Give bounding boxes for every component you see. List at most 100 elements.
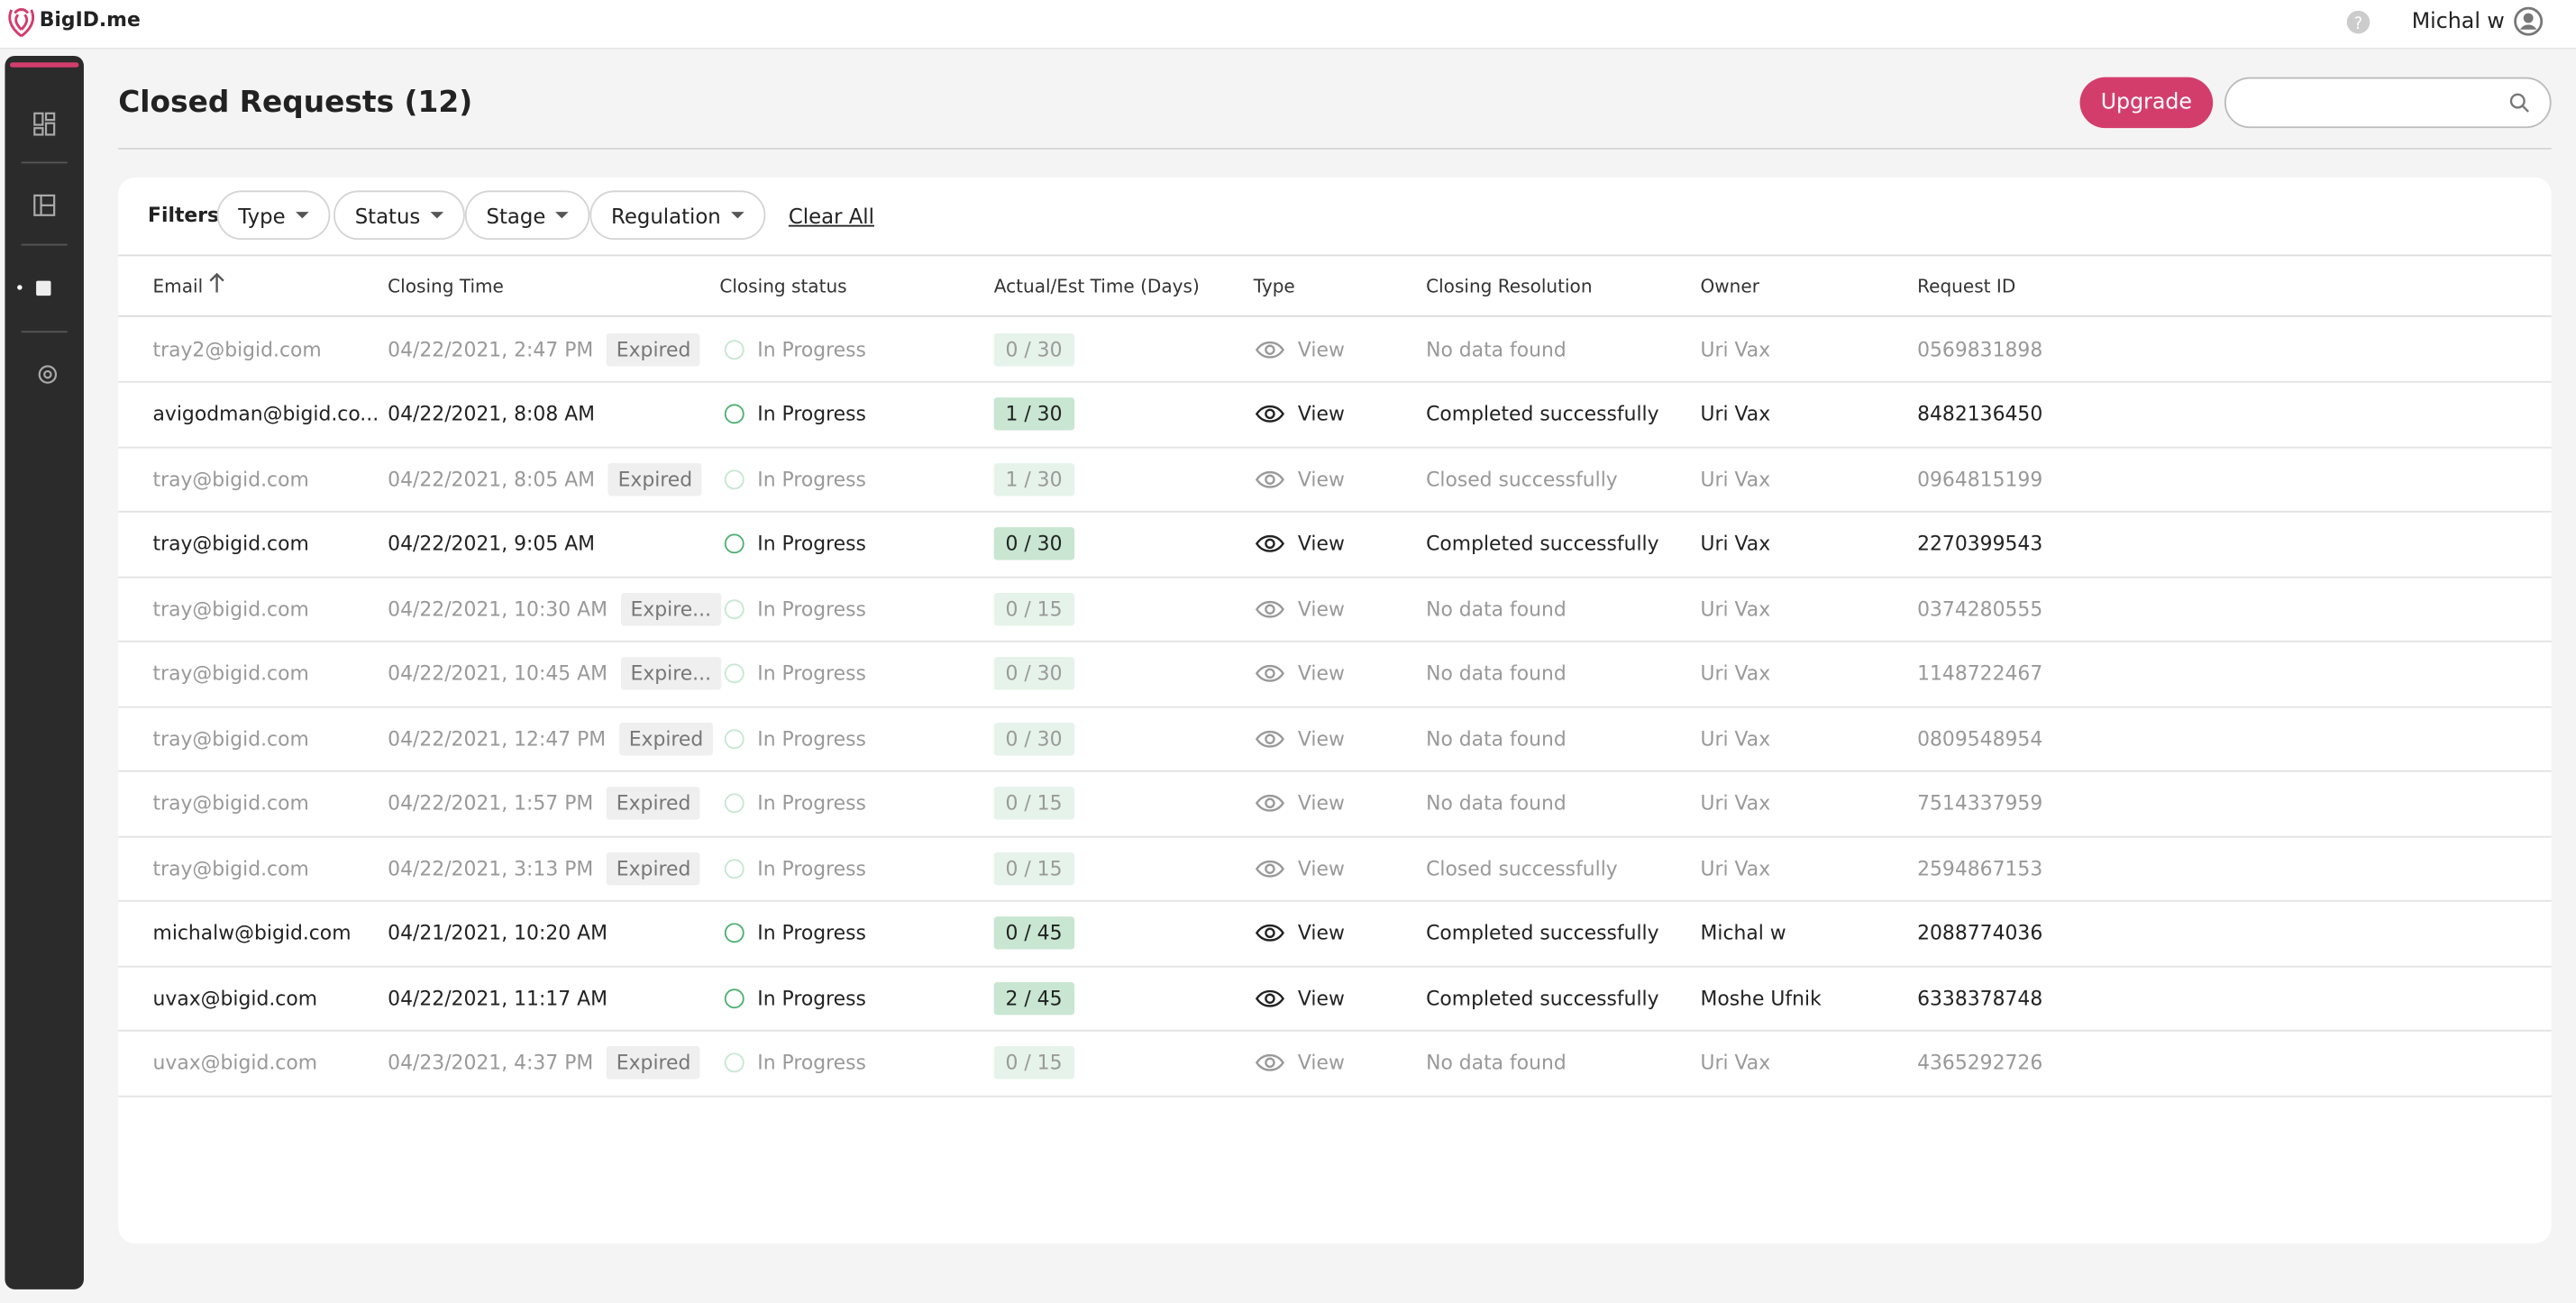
header-top-line [118,254,2552,257]
view-icon[interactable] [1255,858,1285,878]
avatar-icon[interactable] [2514,6,2544,36]
owner-cell: Uri Vax [1700,836,1770,900]
view-link[interactable]: View [1297,402,1345,426]
view-link[interactable]: View [1297,337,1345,361]
time-cell: 0 / 15 [993,771,1074,835]
view-icon[interactable] [1255,404,1285,424]
table-row[interactable]: tray@bigid.com 04/22/2021, 10:45 AM Expire… [118,642,2552,707]
view-link[interactable]: View [1297,856,1345,880]
view-link[interactable]: View [1297,726,1345,751]
sidebar-icons[interactable] [5,56,83,417]
column-header[interactable]: Email [152,276,204,297]
owner: Uri Vax [1700,1051,1771,1075]
resolution-cell: Closed successfully [1426,836,1618,900]
view-icon[interactable] [1255,988,1285,1007]
request-id-cell: 0374280555 [1917,577,2042,641]
view-link[interactable]: View [1297,986,1345,1010]
view-link[interactable]: View [1297,921,1345,945]
column-header[interactable]: Actual/Est Time (Days) [993,276,1200,297]
resolution: No data found [1426,661,1567,686]
view-icon[interactable] [1255,793,1285,813]
view-icon[interactable] [1255,469,1285,488]
email-cell: tray2@bigid.com [153,317,322,381]
request-id: 0809548954 [1917,726,2043,751]
resolution: Completed successfully [1426,921,1659,945]
status-cell: In Progress [724,836,866,900]
status-cell: In Progress [724,966,866,1030]
view-link[interactable]: View [1297,597,1345,621]
view-icon[interactable] [1255,1052,1285,1072]
page-title: Closed Requests (12) [118,85,473,121]
status-cell: In Progress [724,447,866,511]
table-row[interactable]: tray@bigid.com 04/22/2021, 3:13 PM Expired… [118,836,2552,902]
closing-time-cell: 04/23/2021, 4:37 PM Expired [388,1031,701,1095]
type-cell: View [1255,317,1345,381]
time-box: 0 / 30 [993,333,1074,366]
resolution: No data found [1426,1051,1567,1075]
column-header[interactable]: Owner [1700,276,1759,297]
table-row[interactable]: uvax@bigid.com 04/23/2021, 4:37 PM Expired… [118,1031,2552,1097]
closing-time-cell: 04/22/2021, 12:47 PM Expired [388,706,714,770]
brand[interactable]: BigID.me [39,8,141,32]
view-icon[interactable] [1255,598,1285,618]
status: In Progress [757,467,866,491]
resolution: Closed successfully [1426,467,1618,491]
table-row[interactable]: tray@bigid.com 04/22/2021, 12:47 PM Expire… [118,706,2552,772]
closing-time: 04/22/2021, 9:05 AM [388,532,596,556]
view-icon[interactable] [1255,533,1285,553]
owner-cell: Uri Vax [1700,317,1770,381]
time-box: 1 / 30 [993,397,1074,431]
help-icon[interactable]: ? [2346,10,2370,34]
filter-chip[interactable]: Status [333,190,465,241]
status: In Progress [757,532,866,556]
brand-logo [8,8,35,38]
user-name[interactable]: Michal w [2411,9,2505,35]
status-ring [724,469,744,489]
view-icon[interactable] [1255,339,1285,359]
table-row[interactable]: tray@bigid.com 04/22/2021, 9:05 AM In Prog… [118,512,2552,578]
closing-time: 04/21/2021, 10:20 AM [388,921,607,945]
request-id: 7514337959 [1917,791,2043,816]
time-cell: 0 / 30 [993,642,1074,706]
view-link[interactable]: View [1297,661,1345,686]
view-link[interactable]: View [1297,467,1345,491]
upgrade-button[interactable]: Upgrade [2079,77,2214,129]
clear-all[interactable]: Clear All [788,204,874,229]
column-header[interactable]: Closing Resolution [1426,276,1593,297]
table-card: Filters Clear All Type Status Stage Regulat… [118,177,2552,1244]
table-row[interactable]: uvax@bigid.com 04/22/2021, 11:17 AM In Pro… [118,966,2552,1032]
table-row[interactable]: tray2@bigid.com 04/22/2021, 2:47 PM Expire… [118,317,2552,383]
filter-chip[interactable]: Regulation [589,190,765,241]
closing-time: 04/22/2021, 12:47 PM [388,726,607,751]
owner-cell: Uri Vax [1700,706,1770,770]
search-input[interactable] [2224,77,2552,129]
owner-cell: Uri Vax [1700,1031,1770,1095]
time-box: 0 / 30 [993,722,1074,755]
email-cell: tray@bigid.com [153,771,309,835]
column-header[interactable]: Closing Time [388,276,504,297]
view-icon[interactable] [1255,923,1285,943]
table-row[interactable]: avigodman@bigid.co... 04/22/2021, 8:08 AM… [118,382,2552,448]
view-icon[interactable] [1255,728,1285,748]
view-link[interactable]: View [1297,791,1345,816]
time-box: 0 / 15 [993,787,1074,820]
request-id-cell: 0569831898 [1917,317,2042,381]
column-header[interactable]: Request ID [1917,276,2016,297]
filter-chip[interactable]: Stage [464,190,590,241]
view-link[interactable]: View [1297,532,1345,556]
table-row[interactable]: tray@bigid.com 04/22/2021, 1:57 PM Expired… [118,771,2552,837]
column-header[interactable]: Type [1253,276,1295,297]
resolution-cell: No data found [1426,642,1567,706]
table-row[interactable]: michalw@bigid.com 04/21/2021, 10:20 AM In … [118,901,2552,967]
table-row[interactable]: tray@bigid.com 04/22/2021, 10:30 AM Expire… [118,577,2552,642]
sort-arrow[interactable] [207,271,227,299]
table-row[interactable]: tray@bigid.com 04/22/2021, 8:05 AM Expired… [118,447,2552,513]
column-header[interactable]: Closing status [719,276,847,297]
type-cell: View [1255,706,1345,770]
view-icon[interactable] [1255,663,1285,683]
closing-time-cell: 04/22/2021, 10:30 AM Expire... [388,577,721,641]
filter-chip[interactable]: Type [216,190,330,241]
view-link[interactable]: View [1297,1051,1345,1075]
closing-time-cell: 04/22/2021, 1:57 PM Expired [388,771,701,835]
status-ring [724,988,744,1008]
